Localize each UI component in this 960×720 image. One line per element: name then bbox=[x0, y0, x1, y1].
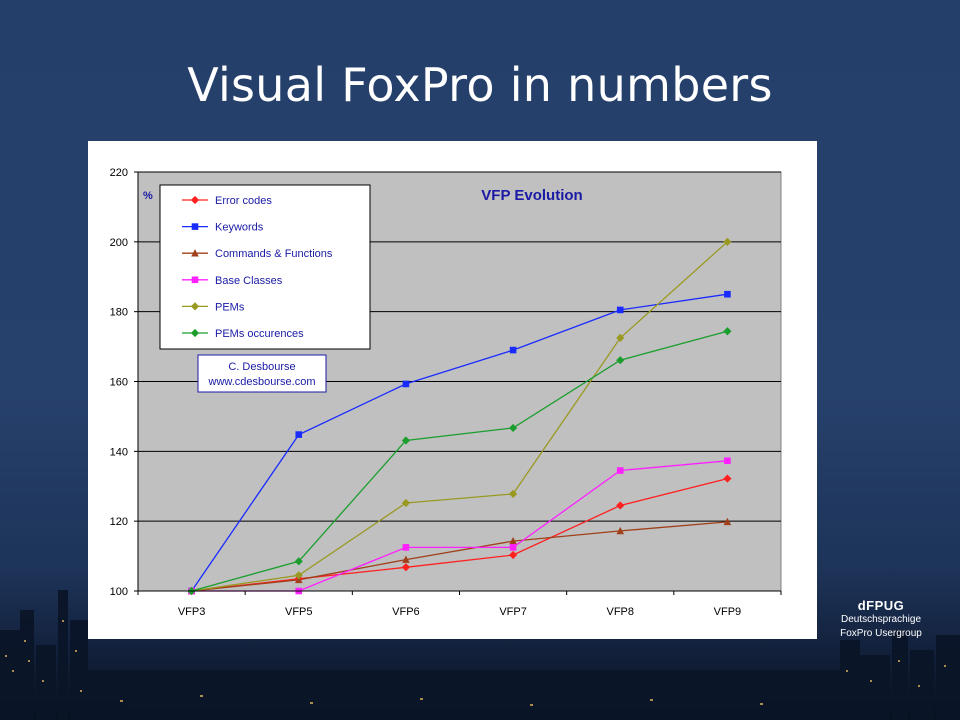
brand-name: dFPUG bbox=[857, 598, 905, 613]
y-tick-label-200: 200 bbox=[110, 237, 128, 249]
data-point-2-4 bbox=[616, 526, 625, 535]
x-tick-label-VFP6: VFP6 bbox=[392, 606, 420, 618]
data-point-0-3 bbox=[508, 550, 518, 560]
series-line-2 bbox=[191, 521, 728, 592]
data-point-2-1 bbox=[294, 575, 303, 584]
data-point-1-5 bbox=[724, 290, 731, 298]
brand-subtitle-line-2: FoxPro Usergroup bbox=[840, 628, 922, 639]
series-line-5 bbox=[191, 330, 728, 592]
x-tick-label-VFP3: VFP3 bbox=[178, 606, 206, 618]
legend-label-0: Error codes bbox=[215, 195, 272, 207]
data-point-5-3 bbox=[508, 423, 518, 433]
legend-marker-5 bbox=[190, 328, 200, 338]
data-point-0-2 bbox=[401, 563, 411, 572]
data-point-0-5 bbox=[723, 474, 732, 483]
author-name: C. Desbourse bbox=[228, 361, 295, 373]
y-tick-label-180: 180 bbox=[110, 307, 128, 319]
dfpug-logo: dFPUG Deutschsprachige FoxPro Usergroup bbox=[826, 598, 936, 641]
legend-marker-3 bbox=[191, 276, 199, 284]
data-point-2-5 bbox=[723, 517, 732, 526]
legend-label-2: Commands & Functions bbox=[215, 248, 333, 260]
data-point-1-1 bbox=[295, 431, 303, 438]
data-point-3-5 bbox=[724, 457, 731, 465]
data-point-4-2 bbox=[401, 498, 411, 508]
x-tick-label-VFP9: VFP9 bbox=[714, 606, 742, 618]
legend-label-5: PEMs occurences bbox=[215, 328, 304, 340]
legend-label-1: Keywords bbox=[215, 222, 264, 234]
data-point-4-3 bbox=[508, 489, 518, 499]
series-line-4 bbox=[191, 241, 728, 592]
legend-label-4: PEMs bbox=[215, 301, 245, 313]
x-tick-label-VFP5: VFP5 bbox=[285, 606, 313, 618]
legend-marker-4 bbox=[190, 302, 200, 311]
data-point-3-3 bbox=[509, 544, 517, 551]
legend-marker-2 bbox=[191, 249, 199, 257]
series-line-0 bbox=[191, 477, 728, 592]
y-tick-label-140: 140 bbox=[110, 446, 128, 458]
vfp-evolution-chart: 100 120 140 160 180 200 220 VFP3 VFP5 VFP6 VFP7 VFP… bbox=[110, 167, 782, 618]
data-point-2-3 bbox=[509, 536, 517, 545]
author-url: www.cdesbourse.com bbox=[208, 376, 316, 388]
legend-box bbox=[159, 184, 371, 350]
data-point-3-2 bbox=[402, 544, 410, 551]
y-axis-label: % bbox=[143, 190, 153, 202]
legend-label-3: Base Classes bbox=[215, 275, 283, 287]
series-line-1 bbox=[191, 293, 728, 592]
legend-marker-1 bbox=[191, 223, 199, 230]
x-tick-label-VFP8: VFP8 bbox=[606, 606, 634, 618]
data-point-3-4 bbox=[616, 467, 624, 474]
data-point-5-1 bbox=[294, 557, 303, 566]
y-tick-label-120: 120 bbox=[110, 516, 128, 528]
y-tick-label-160: 160 bbox=[110, 377, 128, 389]
y-tick-label-220: 220 bbox=[110, 167, 128, 179]
data-point-5-2 bbox=[401, 436, 411, 445]
data-point-1-3 bbox=[509, 346, 517, 354]
data-point-4-5 bbox=[723, 237, 732, 246]
chart-panel: 100 120 140 160 180 200 220 VFP3 VFP5 VFP6 VFP7 VFP… bbox=[88, 141, 817, 639]
x-tick-label-VFP7: VFP7 bbox=[499, 606, 527, 618]
y-tick-label-100: 100 bbox=[110, 586, 128, 598]
data-point-1-2 bbox=[402, 380, 410, 388]
data-point-1-4 bbox=[616, 306, 624, 314]
brand-subtitle-line-1: Deutschsprachige bbox=[840, 614, 922, 625]
slide-title: Visual FoxPro in numbers bbox=[187, 58, 773, 112]
data-point-2-2 bbox=[402, 555, 410, 563]
data-point-4-1 bbox=[294, 571, 303, 580]
chart-title: VFP Evolution bbox=[481, 187, 582, 204]
author-credit-box bbox=[197, 354, 327, 393]
data-point-0-4 bbox=[616, 501, 625, 510]
legend-marker-0 bbox=[190, 195, 200, 205]
